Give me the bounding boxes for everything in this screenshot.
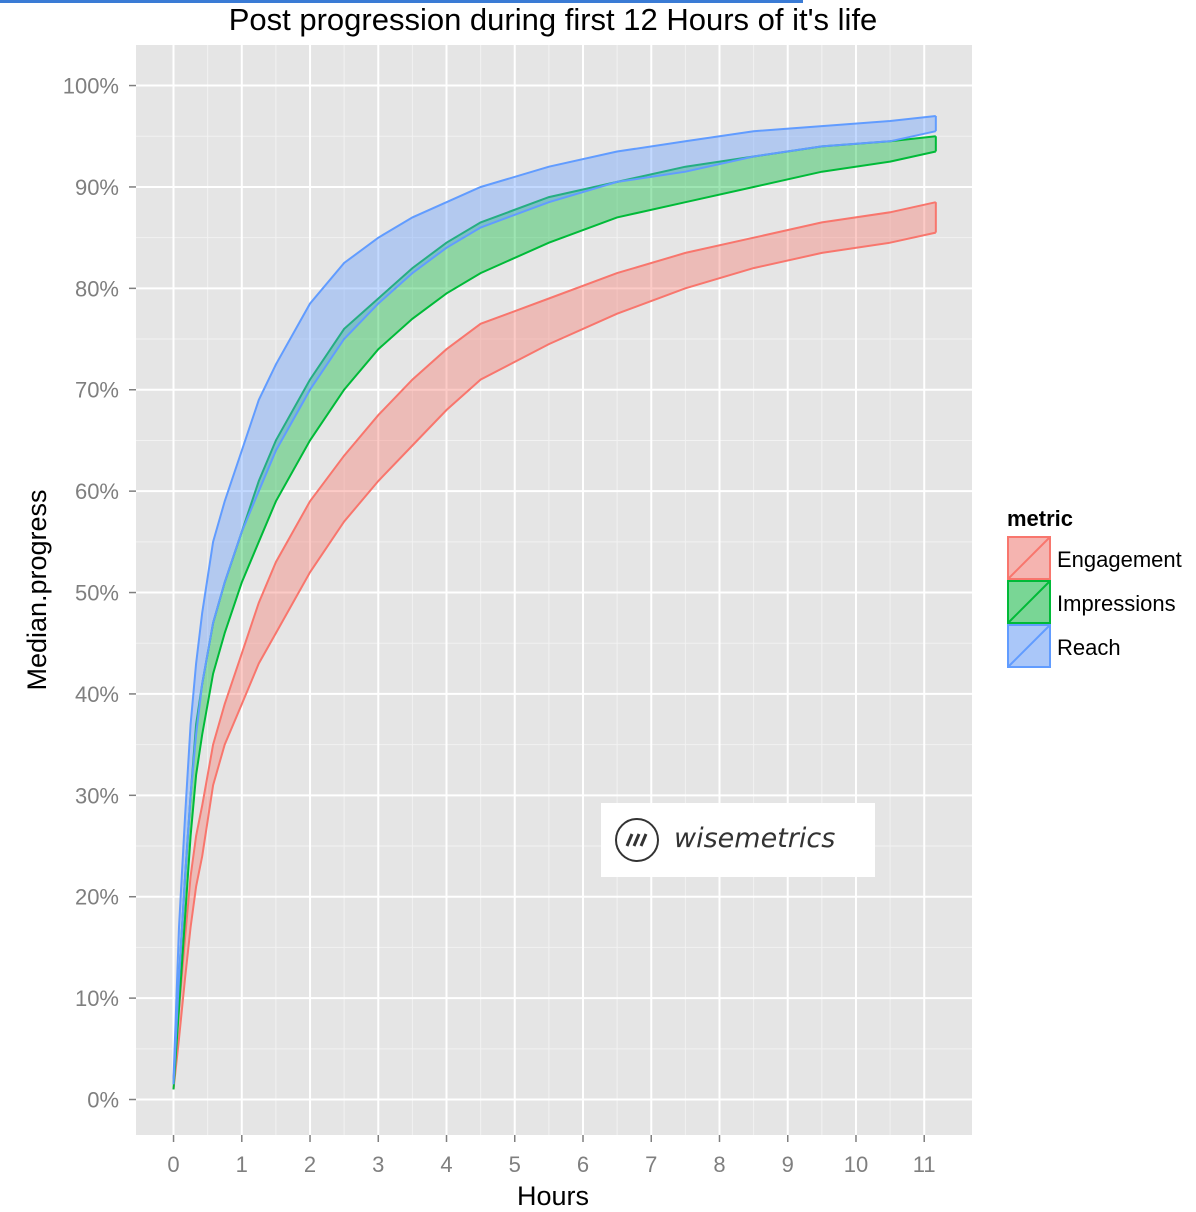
top-rule (0, 0, 803, 3)
legend-label-engagement: Engagement (1057, 547, 1182, 572)
wisemetrics-logo-icon (615, 818, 659, 862)
chart-title: Post progression during first 12 Hours o… (229, 2, 878, 37)
y-tick-label: 80% (75, 276, 119, 301)
engagement-lower-line (172, 231, 937, 1090)
x-tick-label: 0 (167, 1152, 179, 1177)
x-tick-label: 4 (440, 1152, 452, 1177)
legend-item-engagement: Engagement (1007, 536, 1182, 580)
x-tick-label: 8 (713, 1152, 725, 1177)
series-bands (172, 115, 937, 1090)
legend-key-line (1008, 625, 1050, 667)
y-tick-label: 0% (87, 1088, 119, 1113)
x-tick-label: 7 (645, 1152, 657, 1177)
x-tick-label: 1 (236, 1152, 248, 1177)
legend-key-line (1008, 537, 1050, 579)
reach-upper-line (172, 115, 936, 1080)
y-tick-label: 10% (75, 986, 119, 1011)
y-tick-label: 50% (75, 581, 119, 606)
x-tick-label: 5 (509, 1152, 521, 1177)
y-axis: 0% 10% 20% 30% 40% 50% 60% 70% 80% 90% 100% (63, 74, 136, 1113)
engagement-upper-line (172, 201, 937, 1080)
legend-label-reach: Reach (1057, 635, 1121, 660)
legend-title: metric (1007, 506, 1073, 531)
x-tick-label: 2 (304, 1152, 316, 1177)
x-tick-label: 11 (913, 1152, 936, 1177)
legend-key-line (1008, 581, 1050, 623)
watermark: wisemetrics (601, 803, 875, 877)
impressions-lower-line (172, 150, 937, 1090)
x-tick-label: 9 (782, 1152, 794, 1177)
y-tick-label: 60% (75, 479, 119, 504)
y-tick-label: 70% (75, 378, 119, 403)
y-tick-label: 20% (75, 885, 119, 910)
y-tick-label: 30% (75, 783, 119, 808)
reach-lower-line (172, 130, 937, 1085)
watermark-box (601, 803, 875, 877)
y-tick-label: 100% (63, 74, 119, 99)
x-tick-label: 6 (577, 1152, 589, 1177)
x-tick-label: 3 (372, 1152, 384, 1177)
watermark-text: wisemetrics (674, 823, 835, 854)
legend-item-reach: Reach (1007, 624, 1121, 668)
y-tick-label: 40% (75, 682, 119, 707)
legend: metric Engagement Impressions Reach (1007, 506, 1182, 668)
legend-item-impressions: Impressions (1007, 580, 1176, 624)
grid-minor (136, 45, 972, 1135)
x-axis: 0 1 2 3 4 5 6 7 8 9 10 11 (167, 1135, 936, 1177)
x-tick-label: 10 (844, 1152, 868, 1177)
plot-panel (136, 45, 972, 1135)
legend-items: Engagement Impressions Reach (1007, 536, 1182, 668)
legend-label-impressions: Impressions (1057, 591, 1176, 616)
y-tick-label: 90% (75, 175, 119, 200)
grid-major (136, 45, 972, 1135)
y-axis-title: Median.progress (22, 489, 52, 690)
x-axis-title: Hours (517, 1181, 589, 1211)
